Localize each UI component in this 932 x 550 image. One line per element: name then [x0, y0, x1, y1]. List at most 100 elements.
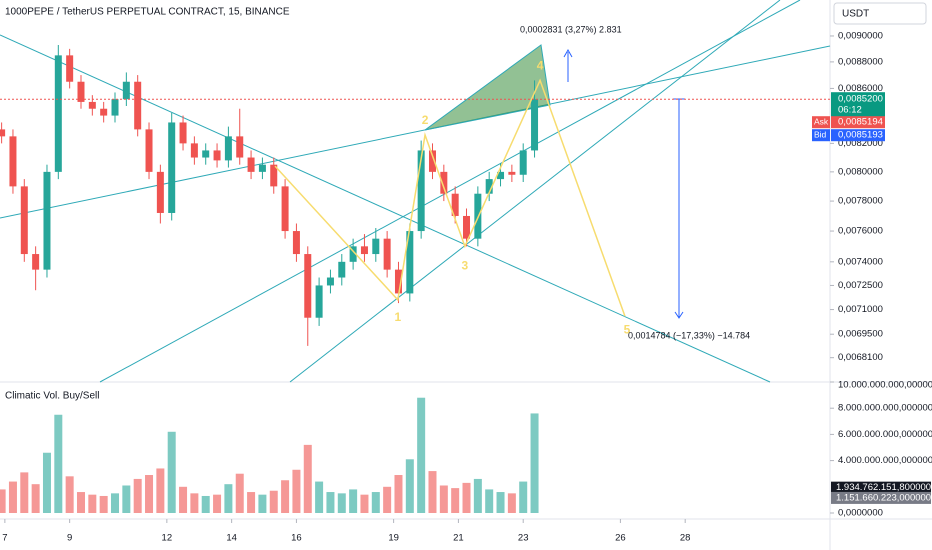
currency-button[interactable]: [833, 2, 927, 25]
up-arrow-head: [563, 48, 573, 58]
candle-body: [224, 136, 232, 161]
volume-bar: [281, 480, 290, 513]
quote-name: Bid: [814, 129, 827, 139]
y-tick-label: 8.000.000.000,0000000: [838, 403, 932, 414]
wave-line: [274, 78, 626, 317]
currency-label[interactable]: USDT: [842, 9, 869, 20]
volume-bar: [20, 472, 29, 513]
x-tick-label: 26: [615, 533, 626, 544]
y-tick-label: 0,0086000: [838, 83, 883, 94]
quote-label: 0,0085194: [838, 117, 883, 128]
candle-body: [519, 150, 527, 175]
volume-bar: [269, 490, 278, 513]
volume-bar: [349, 489, 358, 513]
candle-body: [190, 143, 198, 158]
volume-bar: [394, 475, 403, 513]
candle-body: [247, 157, 255, 172]
countdown: 06:12: [838, 105, 862, 116]
volume-bar: [0, 489, 6, 513]
volume-bar: [507, 493, 516, 513]
volume-bar: [201, 495, 210, 513]
candle-body: [77, 81, 85, 102]
volume-bar: [224, 484, 233, 513]
volume-bar: [383, 486, 392, 513]
volume-bar: [417, 397, 426, 513]
candle-body: [134, 81, 142, 130]
x-tick-label: 23: [518, 533, 529, 544]
volume-bar: [111, 493, 120, 513]
indicator-title: Climatic Vol. Buy/Sell: [5, 391, 99, 402]
y-tick-label: 0,0072500: [838, 280, 883, 291]
x-tick-label: 16: [291, 533, 302, 544]
y-tick-label: 0,0076000: [838, 226, 883, 237]
candle-body: [43, 171, 51, 270]
y-tick-label: 0,0082000: [838, 138, 883, 149]
volume-bar: [54, 414, 63, 513]
measure-arrow-head: [674, 311, 684, 319]
volume-bar: [439, 485, 448, 513]
y-tick-label: 0,0090000: [838, 30, 883, 41]
candle-body: [88, 101, 96, 109]
volume-bar: [247, 492, 256, 513]
candle-body: [428, 150, 436, 172]
candle-body: [463, 215, 471, 239]
volume-bar: [315, 481, 324, 513]
candle-body: [383, 238, 391, 270]
projection-triangle: [424, 44, 551, 131]
measure-label: 0,0002831 (3,27%) 2.831: [520, 24, 622, 34]
quote-name: Ask: [814, 116, 829, 126]
candle-body: [66, 55, 74, 82]
wave-label: 3: [462, 259, 469, 273]
quote-tag: [831, 129, 885, 142]
wave-label: 1: [394, 310, 401, 324]
wave-label: 2: [422, 113, 429, 127]
candle-body: [236, 136, 244, 158]
y-tick-label: 0,0074000: [838, 256, 883, 267]
volume-bar: [179, 486, 188, 513]
volume-bar: [99, 495, 108, 513]
candle-body: [9, 136, 17, 187]
volume-bar: [65, 476, 74, 513]
y-tick-label: 0,0088000: [838, 56, 883, 67]
volume-bar: [292, 469, 301, 513]
candle-body: [326, 277, 334, 286]
volume-bar: [190, 493, 199, 513]
y-tick-label: 4.000.000.000,0000000: [838, 455, 932, 466]
volume-bar: [496, 492, 505, 513]
volume-tag-label: 1.934.762.151,8000000: [836, 482, 932, 493]
last-price-tag: [831, 92, 885, 118]
volume-bar: [326, 492, 335, 513]
candle-body: [531, 99, 539, 151]
volume-bar: [428, 471, 437, 513]
volume-bar: [88, 494, 97, 513]
candle-body: [372, 238, 380, 255]
candle-body: [315, 285, 323, 318]
candle-body: [20, 186, 28, 255]
wave-label: 5: [624, 322, 631, 336]
trendlines: [0, 0, 831, 383]
candle-body: [292, 231, 300, 255]
candle-body: [32, 254, 40, 270]
candle-body: [349, 246, 357, 262]
candle-body: [179, 122, 187, 144]
candle-body: [258, 164, 266, 172]
candle-body: [281, 186, 289, 232]
candle-body: [100, 108, 108, 116]
wave-label: 4: [537, 59, 544, 73]
x-tick-label: 12: [162, 533, 173, 544]
symbol-title: 1000PEPE / TetherUS PERPETUAL CONTRACT, …: [5, 7, 290, 18]
volume-bar: [42, 452, 51, 513]
volume-bar: [76, 492, 85, 513]
volume-tag: [831, 481, 931, 494]
y-tick-label: 0,0069500: [838, 329, 883, 340]
volume-bar: [337, 493, 346, 513]
volume-bar: [145, 475, 154, 513]
volume-tag-label: 1.151.660.223,0000000: [836, 492, 932, 503]
candle-body: [156, 171, 164, 213]
candle-body: [508, 171, 516, 175]
volume-bar: [235, 473, 244, 513]
x-tick-label: 9: [67, 533, 72, 544]
y-tick-label: 0,0000000: [838, 508, 883, 519]
x-tick-label: 14: [226, 533, 237, 544]
